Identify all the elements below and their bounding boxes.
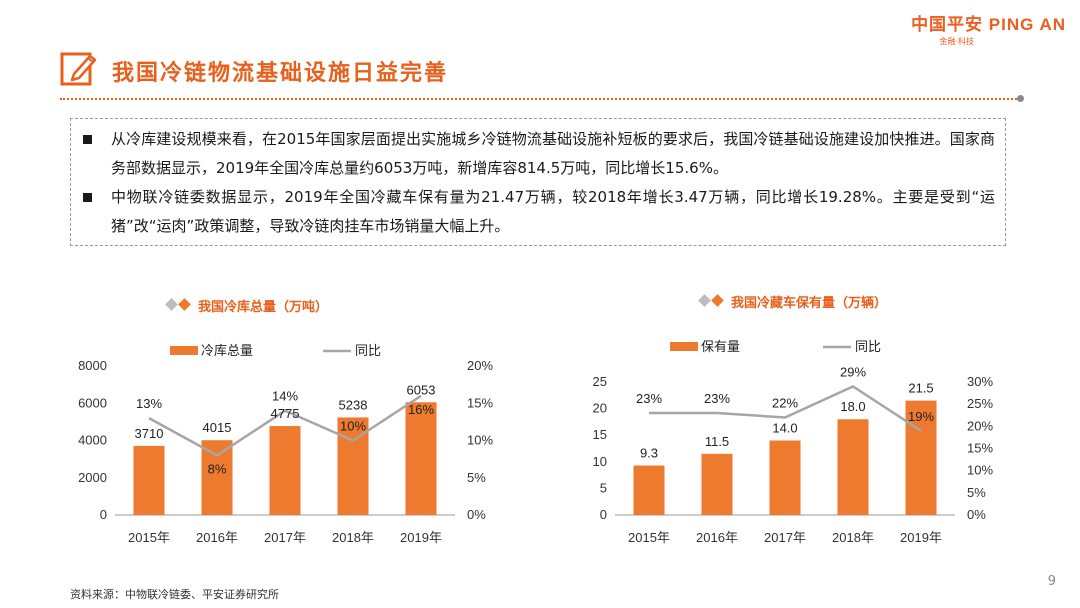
bar-value-label: 11.5 (705, 434, 729, 449)
y-right-tick-label: 30% (967, 374, 993, 389)
legend-bar-swatch (670, 342, 698, 351)
x-tick-label: 2017年 (264, 530, 306, 545)
y-right-tick-label: 15% (967, 441, 993, 456)
x-tick-label: 2019年 (900, 530, 942, 545)
bar-mark (133, 445, 165, 515)
y-left-tick-label: 0 (100, 507, 107, 522)
yoy-value-label: 13% (136, 396, 162, 411)
x-tick-label: 2017年 (764, 530, 806, 545)
y-left-tick-label: 6000 (78, 395, 107, 410)
diamond-grey-icon (165, 298, 178, 311)
yoy-value-label: 23% (704, 391, 730, 406)
diamond-grey-icon (698, 294, 711, 307)
yoy-value-label: 16% (408, 402, 434, 417)
y-left-tick-label: 0 (600, 507, 607, 522)
yoy-value-label: 23% (636, 391, 662, 406)
logo-main-text: 中国平安 PING AN (911, 15, 1066, 34)
yoy-value-label: 14% (272, 389, 298, 404)
y-left-tick-label: 4000 (78, 433, 107, 448)
x-tick-label: 2016年 (696, 530, 738, 545)
legend-bar-label: 冷库总量 (201, 343, 253, 358)
bullet-square-icon (83, 193, 92, 202)
bar-value-label: 14.0 (772, 421, 797, 436)
logo-tagline: 金融·科技 (939, 37, 974, 46)
bar-value-label: 4015 (203, 420, 232, 435)
page-title: 我国冷链物流基础设施日益完善 (112, 60, 449, 86)
y-left-tick-label: 25 (593, 374, 607, 389)
summary-bullet-text: 从冷库建设规模来看，在2015年国家层面提出实施城乡冷链物流基础设施补短板的要求… (111, 130, 995, 177)
bar-mark (769, 440, 801, 515)
bar-mark (837, 419, 869, 515)
x-tick-label: 2018年 (332, 530, 374, 545)
y-left-tick-label: 8000 (78, 358, 107, 373)
x-tick-label: 2019年 (400, 530, 442, 545)
reefer-truck-chart: 0 5 10 15 20 25 0% 5% 10% 15% 20% 25% 30% 2015年 2016年 2… (593, 339, 994, 545)
yoy-value-label: 22% (772, 395, 798, 410)
bar-value-label: 9.3 (640, 446, 658, 461)
yoy-value-label: 8% (208, 461, 227, 476)
legend-bar-label: 保有量 (701, 339, 740, 354)
legend-bar-swatch (170, 346, 198, 355)
bar-value-label: 3710 (135, 426, 164, 441)
yoy-value-label: 19% (908, 409, 934, 424)
bar-value-label: 6053 (407, 382, 436, 397)
bar-value-label: 21.5 (908, 381, 933, 396)
title-divider (60, 98, 1020, 100)
cold-storage-chart: 0 2000 4000 6000 8000 0% 5% 10% 15% 20% 2015年 2016年… (78, 343, 493, 545)
summary-box: 从冷库建设规模来看，在2015年国家层面提出实施城乡冷链物流基础设施补短板的要求… (70, 118, 1006, 246)
bar-value-label: 4775 (271, 406, 300, 421)
bar-value-label: 18.0 (840, 399, 865, 414)
bar-value-label: 5238 (339, 397, 368, 412)
y-right-tick-label: 20% (967, 418, 993, 433)
diamond-orange-icon (178, 298, 191, 311)
yoy-line (148, 394, 422, 457)
legend-line-label: 同比 (355, 343, 381, 358)
y-right-tick-label: 0% (967, 507, 986, 522)
y-right-tick-label: 5% (967, 485, 986, 500)
legend-line-label: 同比 (855, 339, 881, 354)
x-tick-label: 2016年 (196, 530, 238, 545)
chart-title-reefer-trucks: 我国冷藏车保有量（万辆） (731, 296, 888, 311)
summary-bullet: 从冷库建设规模来看，在2015年国家层面提出实施城乡冷链物流基础设施补短板的要求… (81, 125, 995, 183)
y-left-tick-label: 5 (600, 480, 607, 495)
yoy-value-label: 10% (340, 419, 366, 434)
bar-mark (269, 426, 301, 515)
yoy-line (649, 385, 922, 432)
y-right-tick-label: 5% (467, 470, 486, 485)
yoy-value-label: 29% (840, 364, 866, 379)
y-right-tick-label: 20% (467, 358, 493, 373)
x-tick-label: 2015年 (128, 530, 170, 545)
edit-pencil-icon (60, 52, 97, 86)
y-left-tick-label: 2000 (78, 470, 107, 485)
summary-bullet-text: 中物联冷链委数据显示，2019年全国冷藏车保有量为21.47万辆，较2018年增… (111, 188, 995, 235)
y-right-tick-label: 15% (467, 395, 493, 410)
diamond-orange-icon (711, 294, 724, 307)
y-right-tick-label: 10% (467, 433, 493, 448)
summary-bullet: 中物联冷链委数据显示，2019年全国冷藏车保有量为21.47万辆，较2018年增… (81, 183, 995, 241)
y-left-tick-label: 15 (593, 427, 607, 442)
company-logo: 中国平安 PING AN 金融·科技 (911, 10, 1066, 47)
chart-title-cold-storage: 我国冷库总量（万吨） (198, 300, 329, 315)
y-right-tick-label: 0% (467, 507, 486, 522)
bar-mark (905, 400, 937, 515)
bar-mark (201, 440, 233, 515)
data-source-note: 资料来源：中物联冷链委、平安证券研究所 (70, 588, 279, 601)
bar-mark (633, 465, 665, 515)
page-number: 9 (1047, 574, 1056, 589)
y-left-tick-label: 10 (593, 454, 607, 469)
divider-end-dot (1017, 95, 1024, 102)
x-tick-label: 2015年 (628, 530, 670, 545)
bar-mark (405, 402, 437, 515)
y-right-tick-label: 25% (967, 396, 993, 411)
y-left-tick-label: 20 (593, 401, 607, 416)
bullet-square-icon (83, 135, 92, 144)
x-tick-label: 2018年 (832, 530, 874, 545)
y-right-tick-label: 10% (967, 463, 993, 478)
bar-mark (701, 453, 733, 515)
